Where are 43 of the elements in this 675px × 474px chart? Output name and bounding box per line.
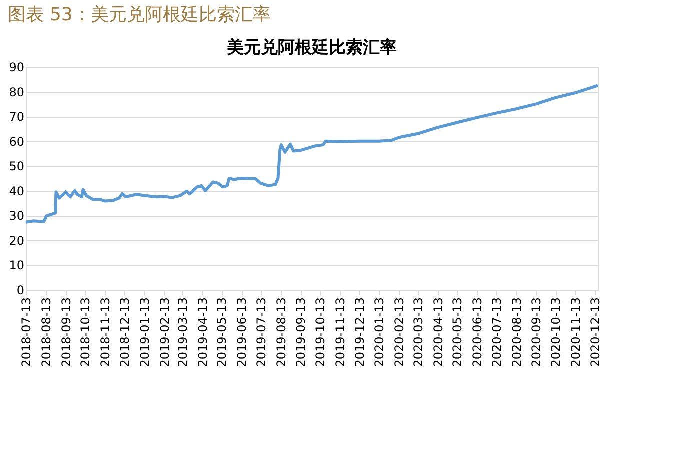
x-tick-label: 2020-09-13 [530, 298, 544, 368]
x-tick-label: 2020-02-13 [392, 298, 407, 368]
x-tick-label: 2019-07-13 [254, 298, 268, 368]
x-tick-label: 2020-11-13 [568, 298, 583, 368]
y-tick-label: 60 [9, 134, 24, 149]
y-tick-label: 50 [9, 160, 24, 174]
x-tick-label: 2019-09-13 [294, 298, 308, 368]
x-tick-label: 2018-10-13 [78, 298, 93, 368]
chart-title: 图表 53：美元兑阿根廷比索汇率 [8, 4, 271, 26]
x-tick-label: 2020-04-13 [431, 298, 446, 368]
x-tick-label: 2019-11-13 [333, 298, 348, 368]
x-tick-label: 2019-08-13 [274, 298, 288, 368]
y-tick-label: 70 [9, 110, 24, 124]
x-tick-label: 2020-06-13 [470, 298, 485, 368]
x-tick-label: 2019-03-13 [176, 298, 190, 368]
x-tick-label: 2020-03-13 [411, 298, 426, 368]
x-tick-label: 2018-11-13 [98, 298, 113, 368]
y-tick-label: 30 [9, 209, 24, 224]
x-tick-label: 2018-09-13 [59, 298, 74, 368]
x-tick-label: 2019-12-13 [352, 298, 367, 368]
x-tick-label: 2020-08-13 [510, 298, 524, 368]
x-tick-label: 2019-06-13 [235, 298, 250, 368]
y-tick-label: 20 [9, 234, 24, 248]
x-tick-label: 2019-05-13 [215, 298, 230, 368]
x-tick-label: 2020-07-13 [490, 298, 504, 368]
x-tick-label: 2020-05-13 [450, 298, 465, 368]
x-tick-label: 2019-10-13 [314, 298, 328, 368]
y-tick-label: 90 [9, 60, 24, 74]
y-tick-label: 10 [9, 258, 24, 273]
x-tick-label: 2018-07-13 [20, 298, 34, 368]
line-series [24, 84, 600, 224]
x-tick-label: 2020-12-13 [588, 298, 602, 368]
x-tick-label: 2018-12-13 [118, 298, 132, 368]
x-tick-label: 2019-01-13 [138, 298, 152, 368]
x-tick-label: 2018-08-13 [39, 298, 54, 368]
x-tick-label: 2019-02-13 [158, 298, 172, 368]
x-tick-label: 2020-01-13 [372, 298, 387, 368]
y-tick-label: 80 [9, 85, 24, 100]
y-tick-label: 0 [16, 284, 24, 298]
chart-subtitle: 美元兑阿根廷比索汇率 [226, 38, 397, 58]
y-tick-label: 40 [9, 184, 24, 198]
x-tick-label: 2020-10-13 [549, 298, 564, 368]
x-tick-label: 2019-04-13 [196, 298, 210, 368]
